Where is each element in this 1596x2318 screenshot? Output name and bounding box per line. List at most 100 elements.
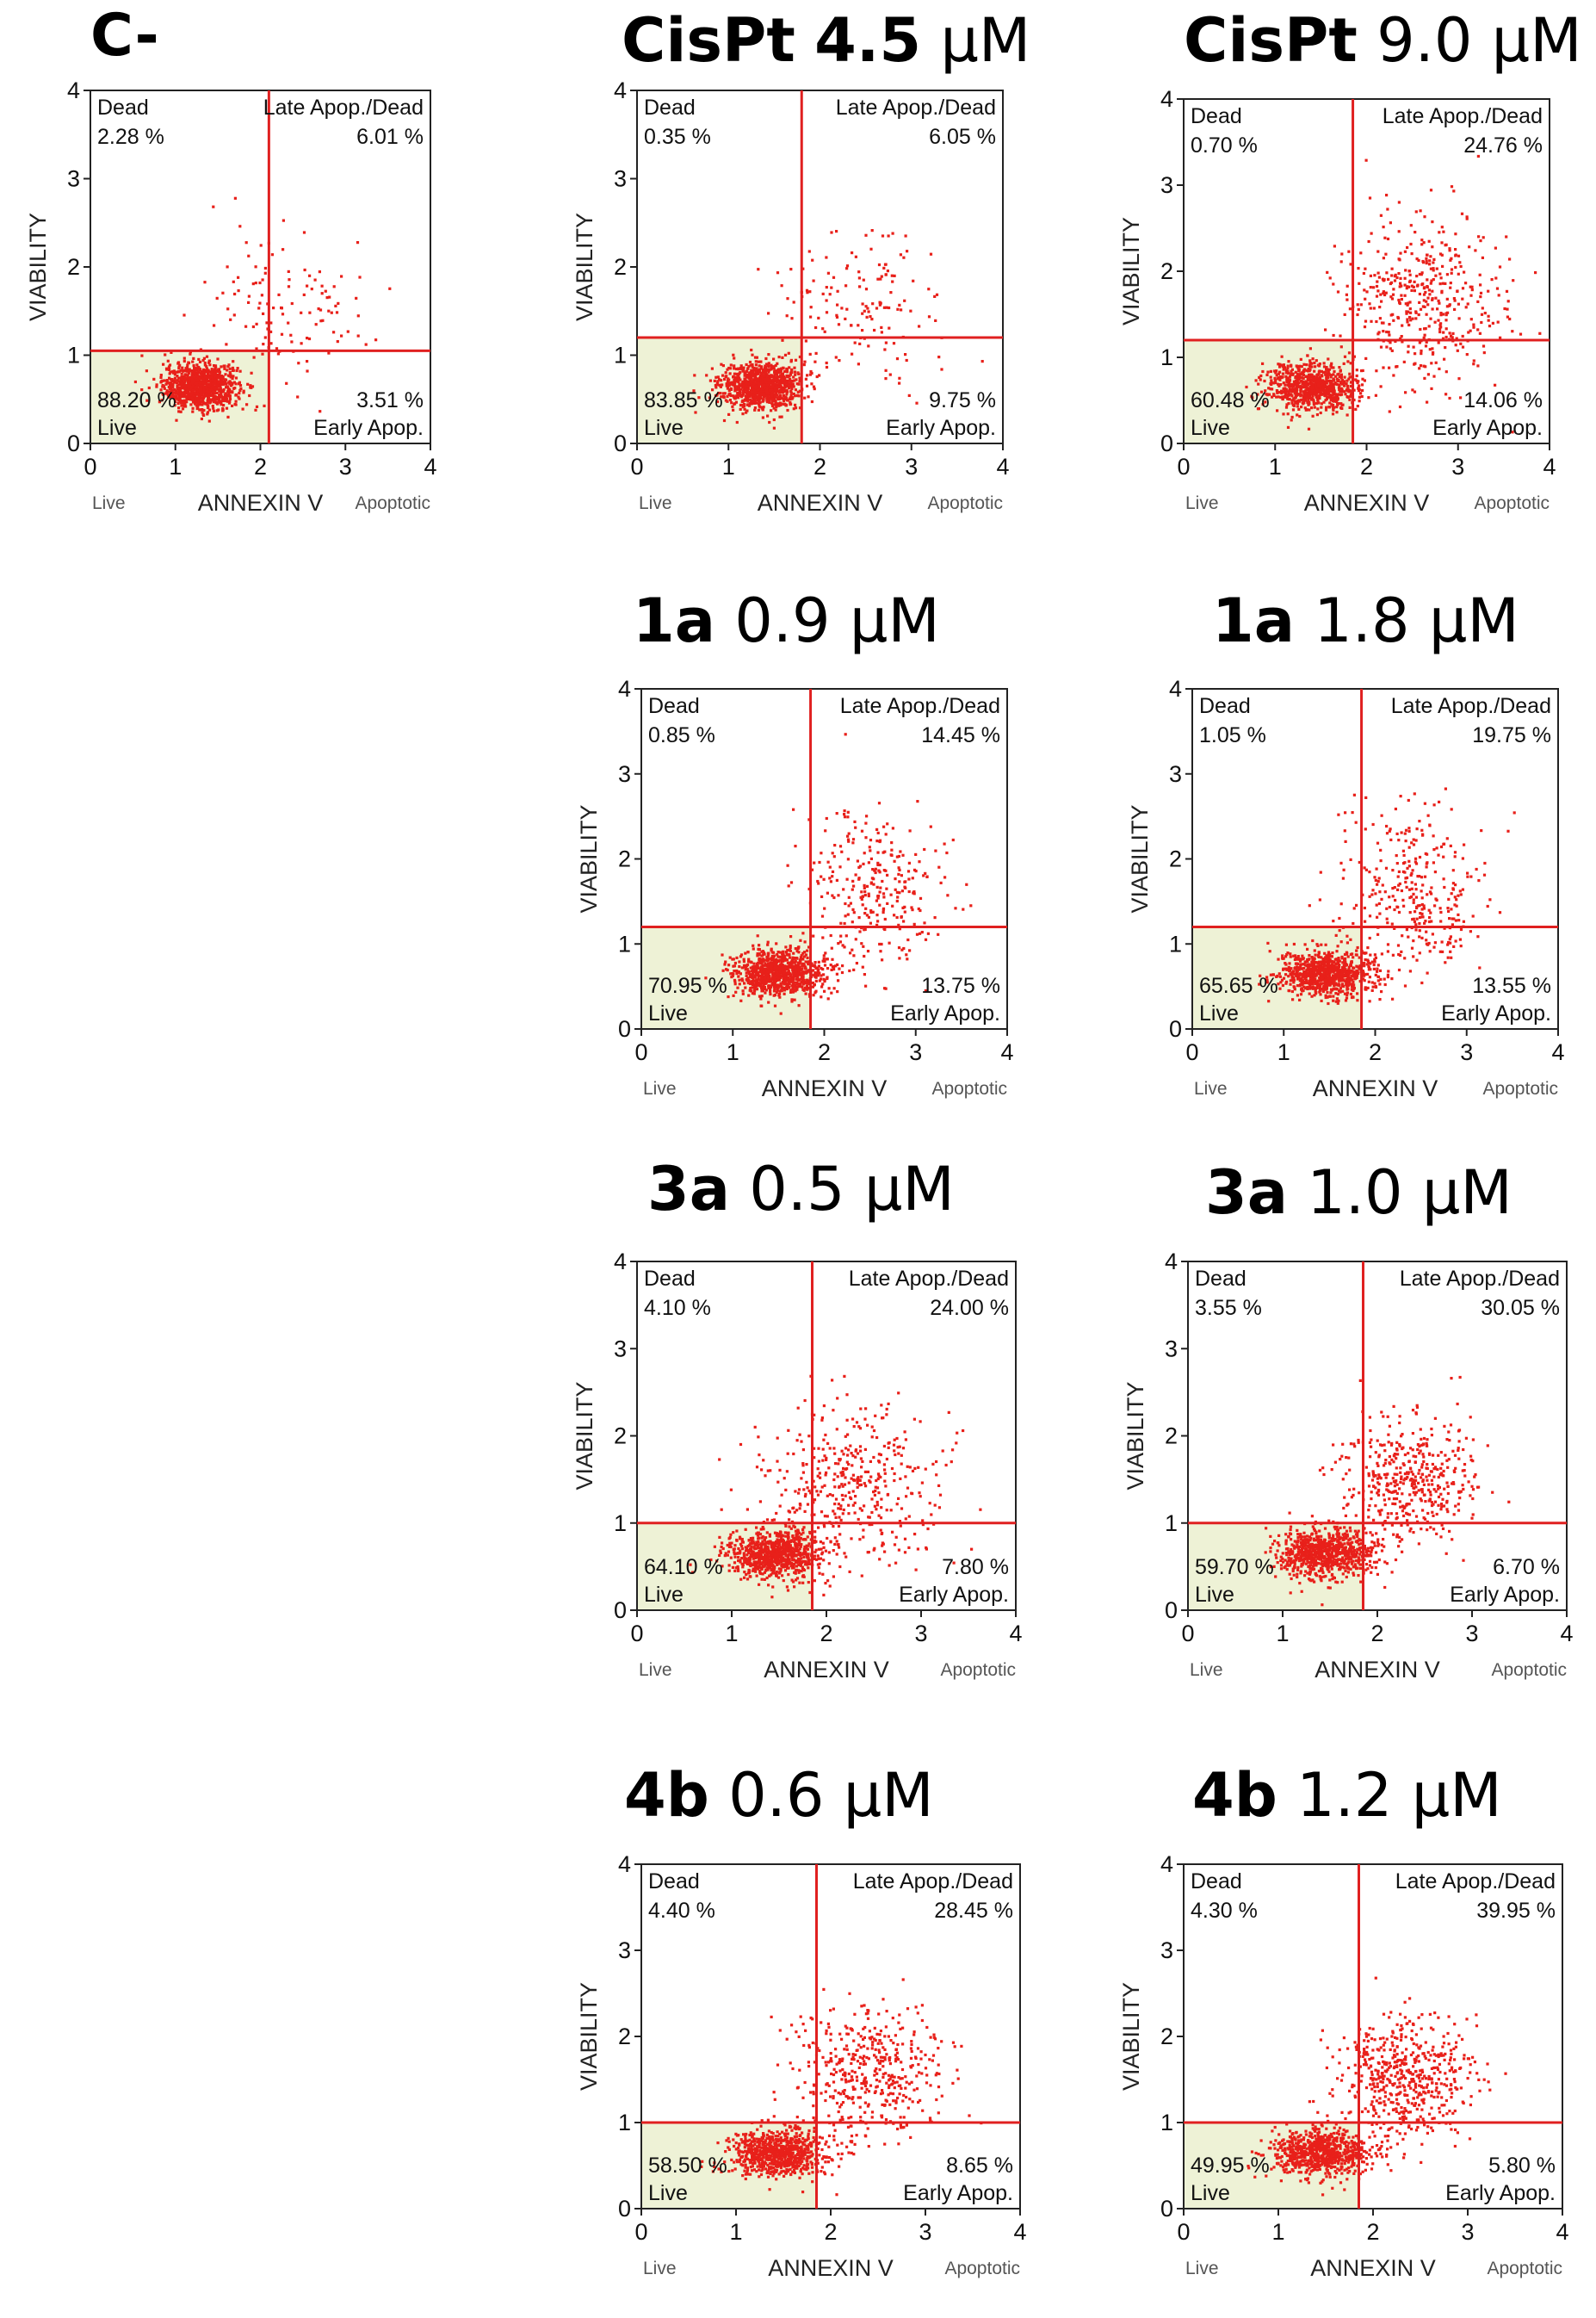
event-point — [1339, 394, 1342, 397]
event-point — [708, 379, 712, 382]
event-point — [1316, 381, 1320, 385]
event-point — [749, 989, 753, 993]
event-point — [911, 877, 914, 880]
event-point — [716, 380, 720, 383]
event-point — [746, 387, 750, 391]
event-point — [845, 267, 849, 270]
event-point — [1389, 313, 1393, 317]
event-point — [205, 355, 209, 358]
event-point — [225, 406, 229, 410]
event-point — [754, 370, 758, 374]
event-point — [770, 368, 773, 371]
event-point — [898, 868, 901, 871]
event-point — [226, 365, 230, 369]
quadrant-dead-value: 0.35 % — [644, 125, 711, 149]
event-point — [770, 397, 773, 400]
event-point — [905, 953, 908, 957]
event-point — [897, 923, 900, 927]
event-point — [939, 881, 943, 884]
event-point — [863, 973, 866, 976]
event-point — [176, 387, 180, 390]
event-point — [853, 341, 857, 344]
event-point — [1419, 209, 1422, 213]
event-point — [750, 975, 753, 978]
event-point — [1347, 377, 1351, 381]
event-point — [1327, 406, 1331, 409]
event-point — [884, 341, 888, 344]
event-point — [794, 394, 797, 398]
event-point — [1309, 396, 1313, 400]
event-point — [1425, 262, 1428, 265]
event-point — [201, 359, 205, 363]
event-point — [237, 395, 240, 399]
event-point — [1422, 293, 1426, 296]
event-point — [1359, 392, 1363, 395]
event-point — [820, 966, 823, 970]
event-point — [1290, 383, 1293, 387]
event-point — [854, 255, 857, 258]
event-point — [876, 863, 880, 866]
event-point — [1280, 363, 1284, 367]
event-point — [881, 879, 884, 883]
event-point — [783, 987, 786, 990]
event-point — [732, 375, 735, 379]
event-point — [752, 971, 755, 975]
event-point — [210, 375, 213, 379]
event-point — [1472, 325, 1475, 329]
event-point — [1336, 398, 1339, 401]
panel-title-cispt-9-0: CisPt 9.0 μM — [1184, 5, 1582, 76]
event-point — [754, 967, 758, 971]
event-point — [772, 393, 776, 396]
event-point — [917, 907, 920, 911]
event-point — [692, 389, 696, 393]
event-point — [766, 970, 770, 974]
event-point — [823, 964, 827, 967]
event-point — [774, 408, 777, 412]
event-point — [799, 956, 802, 959]
event-point — [183, 403, 187, 406]
event-point — [741, 992, 745, 995]
x-tick-label: 1 — [1269, 454, 1282, 480]
event-point — [179, 401, 183, 405]
y-axis-label: VIABILITY — [25, 213, 51, 321]
event-point — [844, 284, 848, 288]
event-point — [1481, 256, 1484, 259]
event-point — [816, 970, 820, 973]
event-point — [1275, 374, 1278, 377]
event-point — [869, 909, 873, 913]
panel-title-3a-1-0: 3a 1.0 μM — [1205, 1157, 1512, 1228]
event-point — [785, 370, 789, 374]
event-point — [1398, 301, 1401, 304]
event-point — [170, 388, 174, 392]
event-point — [733, 970, 736, 973]
event-point — [867, 310, 870, 313]
event-point — [185, 392, 189, 395]
event-point — [191, 406, 195, 410]
event-point — [1422, 364, 1426, 368]
event-point — [832, 896, 836, 900]
event-point — [778, 958, 782, 962]
event-point — [790, 1000, 794, 1003]
event-point — [800, 954, 803, 958]
event-point — [883, 348, 887, 351]
event-point — [893, 859, 896, 863]
event-point — [374, 338, 378, 342]
event-point — [765, 400, 769, 404]
dose-unit: μM — [843, 1760, 934, 1831]
event-point — [744, 399, 747, 402]
event-point — [758, 378, 762, 381]
event-point — [732, 994, 735, 997]
event-point — [837, 323, 841, 326]
event-point — [840, 970, 844, 975]
x-tick-label: 0 — [84, 454, 96, 480]
event-point — [782, 982, 786, 985]
event-point — [1386, 237, 1390, 241]
event-point — [196, 391, 201, 394]
event-point — [715, 394, 719, 397]
event-point — [238, 392, 241, 395]
event-point — [758, 970, 761, 974]
event-point — [769, 989, 772, 994]
event-point — [865, 884, 869, 888]
event-point — [743, 407, 746, 411]
event-point — [805, 978, 809, 982]
